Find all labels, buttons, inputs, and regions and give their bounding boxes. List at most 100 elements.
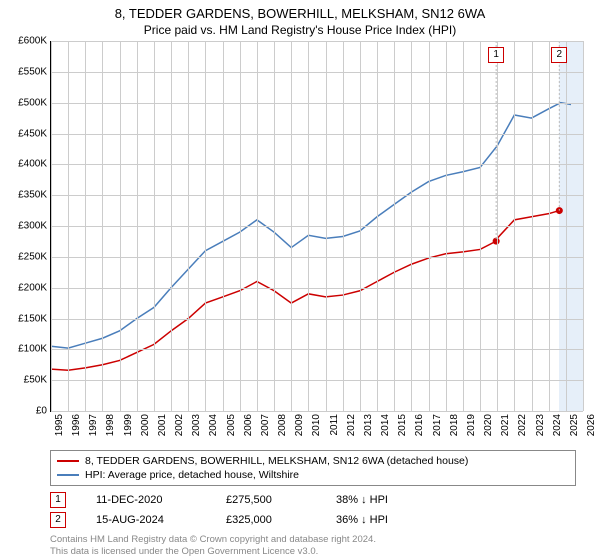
grid-line-v bbox=[377, 41, 378, 411]
grid-line-h bbox=[51, 134, 583, 135]
sale-marker-box-1: 1 bbox=[488, 47, 504, 63]
y-axis-label: £500K bbox=[18, 97, 47, 108]
y-axis-label: £450K bbox=[18, 128, 47, 139]
footer-line1: Contains HM Land Registry data © Crown c… bbox=[50, 534, 376, 545]
grid-line-v bbox=[566, 41, 567, 411]
line-property bbox=[51, 211, 559, 371]
x-axis-label: 2026 bbox=[586, 414, 597, 436]
legend-item-hpi: HPI: Average price, detached house, Wilt… bbox=[57, 468, 569, 482]
grid-line-h bbox=[51, 411, 583, 412]
x-axis-label: 2006 bbox=[243, 414, 254, 436]
sale-delta-1: 38% ↓ HPI bbox=[336, 494, 388, 506]
sale-data-table: 1 11-DEC-2020 £275,500 38% ↓ HPI 2 15-AU… bbox=[50, 490, 388, 530]
grid-line-v bbox=[85, 41, 86, 411]
x-axis-label: 2014 bbox=[380, 414, 391, 436]
x-axis-label: 2022 bbox=[517, 414, 528, 436]
x-axis-label: 2024 bbox=[552, 414, 563, 436]
grid-line-v bbox=[394, 41, 395, 411]
grid-line-v bbox=[120, 41, 121, 411]
grid-line-v bbox=[51, 41, 52, 411]
footer-attribution: Contains HM Land Registry data © Crown c… bbox=[50, 534, 376, 558]
grid-line-v bbox=[257, 41, 258, 411]
y-axis-label: £100K bbox=[18, 344, 47, 355]
sale-row-1: 1 11-DEC-2020 £275,500 38% ↓ HPI bbox=[50, 490, 388, 510]
grid-line-v bbox=[137, 41, 138, 411]
x-axis-label: 2021 bbox=[500, 414, 511, 436]
y-axis-label: £50K bbox=[24, 375, 47, 386]
x-axis-label: 2015 bbox=[397, 414, 408, 436]
x-axis-label: 2005 bbox=[226, 414, 237, 436]
grid-line-h bbox=[51, 41, 583, 42]
sale-date-1: 11-DEC-2020 bbox=[96, 494, 196, 506]
grid-line-v bbox=[223, 41, 224, 411]
x-axis-label: 2010 bbox=[311, 414, 322, 436]
grid-line-v bbox=[429, 41, 430, 411]
grid-line-v bbox=[240, 41, 241, 411]
y-axis-label: £200K bbox=[18, 282, 47, 293]
y-axis-label: £400K bbox=[18, 159, 47, 170]
legend-label-hpi: HPI: Average price, detached house, Wilt… bbox=[85, 469, 299, 481]
grid-line-v bbox=[446, 41, 447, 411]
sale-row-2: 2 15-AUG-2024 £325,000 36% ↓ HPI bbox=[50, 510, 388, 530]
x-axis-label: 2004 bbox=[208, 414, 219, 436]
y-axis-label: £300K bbox=[18, 221, 47, 232]
x-axis-label: 2012 bbox=[346, 414, 357, 436]
grid-line-v bbox=[68, 41, 69, 411]
grid-line-v bbox=[480, 41, 481, 411]
sale-date-2: 15-AUG-2024 bbox=[96, 514, 196, 526]
sale-marker-icon-1: 1 bbox=[50, 492, 66, 508]
grid-line-v bbox=[549, 41, 550, 411]
x-axis-label: 2025 bbox=[569, 414, 580, 436]
x-axis-label: 2023 bbox=[535, 414, 546, 436]
grid-line-v bbox=[171, 41, 172, 411]
legend-swatch-property bbox=[57, 460, 79, 462]
x-axis-label: 1995 bbox=[54, 414, 65, 436]
x-axis-label: 2018 bbox=[449, 414, 460, 436]
grid-line-v bbox=[411, 41, 412, 411]
grid-line-v bbox=[188, 41, 189, 411]
chart-title-address: 8, TEDDER GARDENS, BOWERHILL, MELKSHAM, … bbox=[0, 0, 600, 21]
chart-subtitle: Price paid vs. HM Land Registry's House … bbox=[0, 21, 600, 41]
footer-line2: This data is licensed under the Open Gov… bbox=[50, 546, 318, 557]
x-axis-label: 1999 bbox=[123, 414, 134, 436]
sale-marker-icon-2: 2 bbox=[50, 512, 66, 528]
x-axis-label: 2003 bbox=[191, 414, 202, 436]
x-axis-label: 2007 bbox=[260, 414, 271, 436]
x-axis-label: 2017 bbox=[432, 414, 443, 436]
legend-label-property: 8, TEDDER GARDENS, BOWERHILL, MELKSHAM, … bbox=[85, 455, 468, 467]
grid-line-h bbox=[51, 380, 583, 381]
legend-item-property: 8, TEDDER GARDENS, BOWERHILL, MELKSHAM, … bbox=[57, 454, 569, 468]
sale-marker-box-2: 2 bbox=[551, 47, 567, 63]
legend-swatch-hpi bbox=[57, 474, 79, 476]
x-axis-label: 2008 bbox=[277, 414, 288, 436]
y-axis-label: £600K bbox=[18, 36, 47, 47]
sale-price-1: £275,500 bbox=[226, 494, 306, 506]
grid-line-v bbox=[205, 41, 206, 411]
grid-line-h bbox=[51, 349, 583, 350]
y-axis-label: £350K bbox=[18, 190, 47, 201]
chart-container: 8, TEDDER GARDENS, BOWERHILL, MELKSHAM, … bbox=[0, 0, 600, 560]
chart-plot-area: £0£50K£100K£150K£200K£250K£300K£350K£400… bbox=[50, 41, 583, 412]
x-axis-label: 1997 bbox=[88, 414, 99, 436]
grid-line-h bbox=[51, 164, 583, 165]
grid-line-v bbox=[308, 41, 309, 411]
grid-line-h bbox=[51, 319, 583, 320]
x-axis-label: 1996 bbox=[71, 414, 82, 436]
x-axis-label: 2002 bbox=[174, 414, 185, 436]
grid-line-h bbox=[51, 257, 583, 258]
grid-line-h bbox=[51, 103, 583, 104]
grid-line-h bbox=[51, 195, 583, 196]
x-axis-label: 2000 bbox=[140, 414, 151, 436]
grid-line-v bbox=[583, 41, 584, 411]
grid-line-h bbox=[51, 226, 583, 227]
grid-line-h bbox=[51, 288, 583, 289]
x-axis-label: 2009 bbox=[294, 414, 305, 436]
x-axis-label: 2016 bbox=[414, 414, 425, 436]
grid-line-v bbox=[326, 41, 327, 411]
sale-price-2: £325,000 bbox=[226, 514, 306, 526]
chart-legend: 8, TEDDER GARDENS, BOWERHILL, MELKSHAM, … bbox=[50, 450, 576, 486]
grid-line-h bbox=[51, 72, 583, 73]
y-axis-label: £250K bbox=[18, 251, 47, 262]
x-axis-label: 2020 bbox=[483, 414, 494, 436]
grid-line-v bbox=[497, 41, 498, 411]
